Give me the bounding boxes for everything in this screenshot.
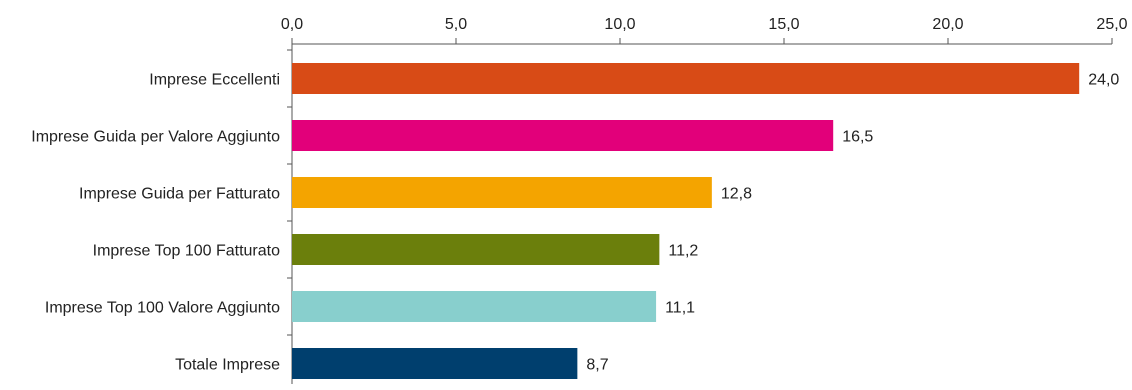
category-label: Imprese Top 100 Valore Aggiunto bbox=[45, 300, 280, 317]
value-label: 8,7 bbox=[586, 357, 608, 374]
x-tick-label: 15,0 bbox=[768, 16, 799, 33]
category-label: Imprese Guida per Fatturato bbox=[79, 186, 280, 203]
bar bbox=[292, 120, 834, 151]
bar bbox=[292, 291, 657, 322]
bar bbox=[292, 177, 712, 208]
x-axis-ticks: 0,0 5,0 10,0 15,0 20,0 25,0 bbox=[281, 16, 1128, 44]
value-label: 11,1 bbox=[665, 300, 695, 317]
category-label: Imprese Guida per Valore Aggiunto bbox=[31, 129, 280, 146]
value-labels: 24,0 16,5 12,8 11,2 11,1 8,7 bbox=[586, 72, 1119, 374]
bar bbox=[292, 348, 578, 379]
category-label: Imprese Eccellenti bbox=[149, 72, 280, 89]
bar bbox=[292, 63, 1080, 94]
category-label: Imprese Top 100 Fatturato bbox=[93, 243, 280, 260]
x-tick-label: 25,0 bbox=[1096, 16, 1127, 33]
value-label: 24,0 bbox=[1088, 72, 1119, 89]
bars bbox=[292, 63, 1080, 379]
value-label: 11,2 bbox=[668, 243, 698, 260]
x-tick-label: 0,0 bbox=[281, 16, 303, 33]
category-labels: Imprese Eccellenti Imprese Guida per Valo… bbox=[31, 72, 280, 374]
x-axis bbox=[287, 43, 1112, 384]
bar bbox=[292, 234, 660, 265]
x-tick-label: 10,0 bbox=[604, 16, 635, 33]
x-tick-label: 20,0 bbox=[932, 16, 963, 33]
value-label: 16,5 bbox=[842, 129, 873, 146]
x-tick-label: 5,0 bbox=[445, 16, 467, 33]
value-label: 12,8 bbox=[721, 186, 752, 203]
category-label: Totale Imprese bbox=[175, 357, 280, 374]
